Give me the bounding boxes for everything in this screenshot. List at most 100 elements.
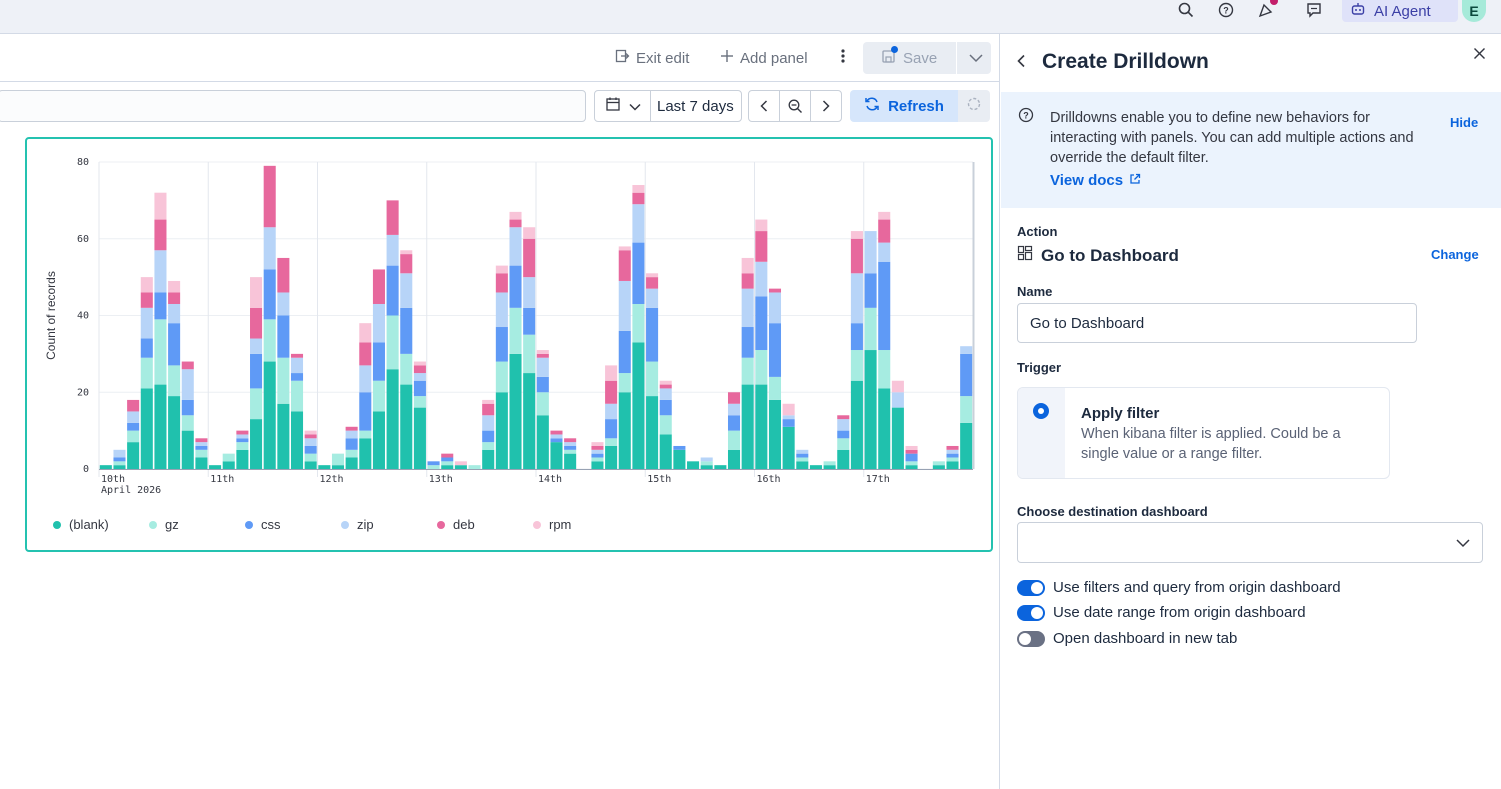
bar-segment: [796, 457, 809, 462]
bar-segment: [646, 307, 659, 362]
bar-segment: [277, 315, 290, 358]
bar-segment: [564, 453, 577, 469]
info-callout: ? Drilldowns enable you to define new be…: [1001, 92, 1501, 208]
bar-segment: [154, 219, 167, 251]
auto-refresh-button[interactable]: [958, 90, 990, 122]
bar-segment: [564, 438, 577, 443]
bar-segment: [359, 430, 372, 439]
zoom-out-button[interactable]: [780, 91, 811, 121]
legend-item[interactable]: deb: [437, 517, 475, 532]
bar-segment: [536, 392, 549, 416]
news-feed-icon[interactable]: [1256, 0, 1278, 20]
legend-item[interactable]: gz: [149, 517, 179, 532]
bar-segment: [263, 319, 276, 362]
bar-segment: [741, 288, 754, 328]
bar-segment: [127, 411, 140, 423]
legend-item[interactable]: rpm: [533, 517, 571, 532]
bar-segment: [372, 380, 385, 412]
save-button[interactable]: Save: [881, 42, 937, 74]
bar-segment: [523, 307, 536, 335]
bar-segment: [495, 392, 508, 469]
bar-segment: [236, 442, 249, 450]
y-tick-label: 40: [77, 311, 89, 322]
x-tick-label: 11th: [210, 474, 234, 485]
bar-segment: [796, 461, 809, 469]
close-button[interactable]: [1473, 47, 1486, 65]
destination-dashboard-select[interactable]: [1017, 522, 1483, 563]
ai-agent-button[interactable]: AI Agent: [1342, 0, 1458, 22]
user-avatar[interactable]: E: [1462, 0, 1486, 22]
hide-callout-link[interactable]: Hide: [1450, 115, 1479, 130]
bar-segment: [878, 219, 891, 243]
bar-segment: [850, 238, 863, 274]
legend-item[interactable]: (blank): [53, 517, 109, 532]
bar-segment: [564, 449, 577, 454]
y-tick-label: 80: [77, 157, 89, 168]
bar-segment: [864, 307, 877, 351]
toggle-use-filters[interactable]: Use filters and query from origin dashbo…: [1017, 579, 1341, 596]
bar-segment: [140, 277, 153, 293]
bar-segment: [768, 323, 782, 377]
bar-segment: [140, 307, 153, 339]
bar-segment: [413, 407, 426, 469]
bar-segment: [960, 346, 973, 354]
trigger-radio[interactable]: [1033, 403, 1049, 419]
bar-segment: [809, 465, 822, 469]
toggle-use-date-range[interactable]: Use date range from origin dashboard: [1017, 604, 1306, 621]
help-icon[interactable]: ?: [1216, 0, 1236, 20]
previous-range-button[interactable]: [749, 91, 780, 121]
bar-segment: [277, 357, 290, 404]
exit-edit-button[interactable]: Exit edit: [614, 42, 689, 74]
bar-segment: [331, 465, 345, 469]
save-options-button[interactable]: [963, 42, 989, 74]
bar-segment: [646, 277, 659, 289]
next-range-button[interactable]: [811, 91, 841, 121]
legend-item[interactable]: zip: [341, 517, 374, 532]
bar-segment: [932, 465, 945, 469]
refresh-label: Refresh: [888, 97, 944, 115]
bar-segment: [878, 261, 891, 351]
bar-segment: [523, 238, 536, 278]
change-action-link[interactable]: Change: [1431, 247, 1479, 262]
bar-segment: [905, 449, 918, 454]
date-range-label[interactable]: Last 7 days: [657, 97, 734, 115]
bar-segment: [837, 430, 850, 439]
bar-segment: [154, 384, 167, 469]
bar-segment: [509, 353, 522, 469]
more-options-button[interactable]: [836, 42, 850, 74]
add-panel-label: Add panel: [740, 49, 808, 67]
bar-segment: [345, 430, 358, 439]
bar-segment: [372, 342, 385, 381]
chat-icon[interactable]: [1304, 0, 1324, 20]
x-tick-sublabel: April 2026: [101, 485, 161, 496]
add-panel-button[interactable]: Add panel: [720, 42, 808, 74]
view-docs-link[interactable]: View docs: [1050, 172, 1141, 189]
legend-dot: [53, 520, 61, 529]
bar-segment: [140, 357, 153, 389]
bar-segment: [400, 273, 413, 308]
query-input[interactable]: [0, 90, 586, 122]
refresh-button[interactable]: Refresh: [850, 90, 958, 122]
name-input[interactable]: Go to Dashboard: [1017, 303, 1417, 343]
quick-menu-button[interactable]: [595, 91, 651, 121]
bar-segment: [168, 280, 181, 293]
save-button-group: Save: [863, 42, 991, 74]
back-button[interactable]: [1016, 54, 1026, 73]
toggle-switch[interactable]: [1017, 579, 1045, 596]
bar-segment: [550, 434, 563, 439]
toggle-open-new-tab[interactable]: Open dashboard in new tab: [1017, 630, 1237, 647]
legend-item[interactable]: css: [245, 517, 281, 532]
chevron-down-icon: [1456, 535, 1470, 553]
bar-segment: [618, 392, 631, 469]
bar-segment: [946, 449, 959, 454]
bar-segment: [250, 277, 263, 308]
bar-segment: [250, 388, 263, 420]
bar-segment: [400, 307, 413, 354]
trigger-option-apply-filter[interactable]: Apply filter When kibana filter is appli…: [1017, 387, 1390, 479]
search-icon[interactable]: [1176, 0, 1196, 20]
bar-segment: [482, 403, 495, 416]
bar-segment: [277, 257, 290, 293]
toggle-switch[interactable]: [1017, 630, 1045, 647]
chart-panel[interactable]: 0 20 40 60 80 10th 11th 12th 13th 14th 15th 16th 17t…: [25, 137, 993, 552]
toggle-switch[interactable]: [1017, 604, 1045, 621]
